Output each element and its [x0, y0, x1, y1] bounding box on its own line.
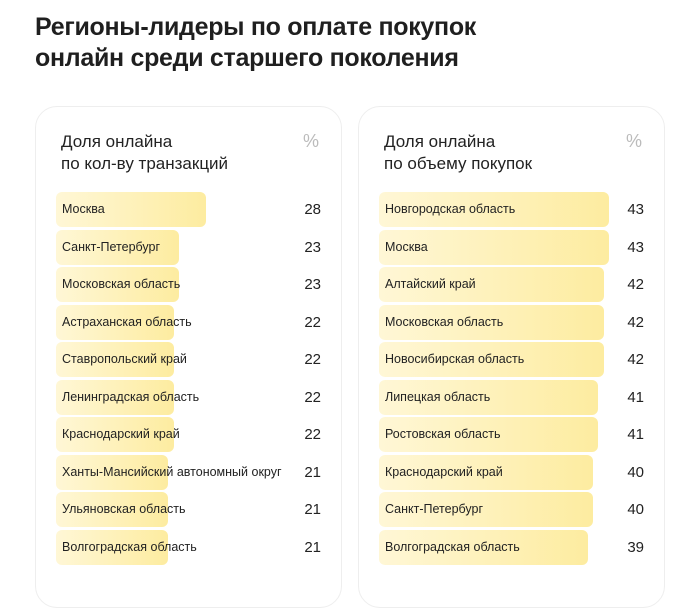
bar-value: 41 — [627, 426, 644, 443]
bar — [379, 267, 604, 302]
bar-value: 42 — [627, 276, 644, 293]
bar-label: Астраханская область — [62, 314, 192, 329]
bar — [379, 529, 588, 565]
chart-card-transactions: Доля онлайна по кол-ву транзакций % Моск… — [35, 106, 342, 608]
bar-row: Ульяновская область 21 — [56, 491, 321, 529]
bar-label: Ленинградская область — [62, 389, 200, 404]
unit-label: % — [625, 131, 642, 151]
bar-label: Краснодарский край — [62, 427, 180, 441]
bar-value: 42 — [627, 313, 644, 331]
chart-title: Доля онлайна по кол-ву транзакций — [61, 131, 228, 175]
bar-value: 22 — [304, 426, 321, 443]
bar-label: Новосибирская область — [385, 352, 525, 366]
bar-label: Краснодарский край — [385, 464, 503, 479]
bar-label: Ульяновская область — [62, 502, 186, 516]
bar — [56, 492, 169, 527]
bar-row: Краснодарский край 22 — [56, 416, 321, 454]
bar-row: Ростовская область 41 — [379, 416, 644, 454]
bar-row: Ставропольский край 22 — [56, 341, 321, 379]
bar-row: Новгородская область 43 — [379, 191, 644, 229]
bar-label: Москва — [385, 239, 428, 254]
bar-value: 43 — [627, 238, 644, 256]
bar-label: Ханты-Мансийский автономный округ — [62, 464, 282, 479]
bar — [379, 379, 599, 415]
bar-value: 40 — [627, 463, 644, 481]
bar — [56, 267, 180, 302]
bar — [379, 304, 604, 340]
bar-row: Московская область 23 — [56, 266, 321, 304]
bar — [379, 454, 593, 490]
bar — [56, 379, 174, 415]
bar — [56, 454, 169, 490]
bar — [379, 229, 610, 265]
chart-title-line-1: Доля онлайна — [61, 132, 173, 151]
title-line-1: Регионы-лидеры по оплате покупок — [35, 13, 477, 41]
bar — [379, 417, 599, 452]
bar-row: Москва 28 — [56, 191, 321, 229]
bar — [379, 192, 610, 227]
bar-value: 21 — [304, 463, 321, 481]
bar-label: Московская область — [62, 277, 181, 291]
bar — [56, 342, 174, 377]
bar — [379, 492, 593, 527]
bar-label: Санкт-Петербург — [385, 502, 484, 516]
bar-row: Московская область 42 — [379, 304, 644, 342]
bar-value: 21 — [304, 501, 321, 518]
bar-label: Московская область — [385, 314, 504, 329]
bar-value: 22 — [304, 388, 321, 406]
bar-row: Санкт-Петербург 23 — [56, 229, 321, 267]
bar-value: 43 — [627, 201, 644, 218]
chart-title: Доля онлайна по объему покупок — [384, 131, 532, 175]
bar — [56, 417, 174, 452]
bar-label: Санкт-Петербург — [62, 239, 161, 254]
bar-rows: Москва 28 Санкт-Петербург 23 Московская обла… — [56, 191, 321, 566]
bar-label: Алтайский край — [385, 277, 476, 291]
title-line-2: онлайн среди старшего поколения — [35, 44, 459, 72]
bar-value: 39 — [627, 538, 644, 556]
bar-label: Ставропольский край — [62, 352, 187, 366]
chart-title-line-2: по кол-ву транзакций — [61, 154, 229, 173]
bar-value: 42 — [627, 351, 644, 368]
bar-row: Ленинградская область 22 — [56, 379, 321, 417]
bar-label: Волгоградская область — [385, 539, 520, 554]
bar-row: Москва 43 — [379, 229, 644, 267]
bar-label: Волгоградская область — [62, 539, 197, 554]
bar — [56, 229, 180, 265]
bar-label: Липецкая область — [385, 389, 491, 404]
chart-title-line-2: по объему покупок — [384, 154, 533, 173]
bar — [56, 192, 206, 227]
bar-label: Новгородская область — [385, 202, 516, 216]
bar-value: 28 — [304, 201, 321, 218]
bar-row: Волгоградская область 21 — [56, 529, 321, 567]
bar-row: Волгоградская область 39 — [379, 529, 644, 567]
bar — [56, 304, 174, 340]
bar-value: 22 — [304, 313, 321, 331]
chart-card-volume: Доля онлайна по объему покупок % Новгоро… — [358, 106, 665, 608]
bar-value: 22 — [304, 351, 321, 368]
bar-row: Липецкая область 41 — [379, 379, 644, 417]
unit-label: % — [302, 131, 319, 151]
page-title: Регионы-лидеры по оплате покупок онлайн … — [35, 12, 476, 74]
bar-value: 40 — [627, 501, 644, 518]
bar-value: 23 — [304, 238, 321, 256]
bar-value: 21 — [304, 538, 321, 556]
bar-row: Астраханская область 22 — [56, 304, 321, 342]
bar-row: Ханты-Мансийский автономный округ 21 — [56, 454, 321, 492]
bar-row: Алтайский край 42 — [379, 266, 644, 304]
bar-value: 41 — [627, 388, 644, 406]
bar-row: Новосибирская область 42 — [379, 341, 644, 379]
bar-rows: Новгородская область 43 Москва 43 Алтайский … — [379, 191, 644, 566]
bar-row: Краснодарский край 40 — [379, 454, 644, 492]
bar — [56, 529, 169, 565]
bar-label: Москва — [62, 202, 105, 216]
bar — [379, 342, 604, 377]
chart-title-line-1: Доля онлайна — [384, 132, 496, 151]
bar-label: Ростовская область — [385, 427, 501, 441]
bar-row: Санкт-Петербург 40 — [379, 491, 644, 529]
bar-value: 23 — [304, 276, 321, 293]
